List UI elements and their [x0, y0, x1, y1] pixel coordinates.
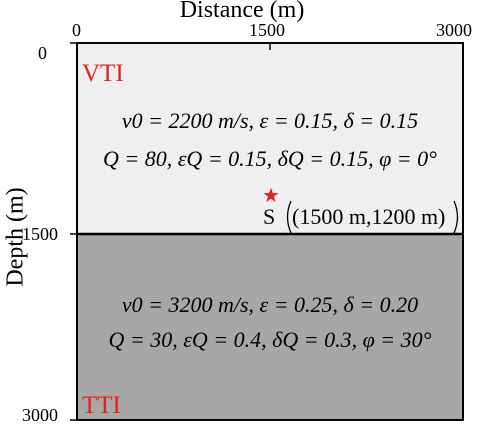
x-tick-label: 0 [72, 20, 81, 40]
y-tick-label: 3000 [22, 405, 58, 425]
vti-params-line2: Q = 80, εQ = 0.15, δQ = 0.15, φ = 0° [103, 146, 437, 171]
y-axis-label: Depth (m) [2, 187, 29, 287]
x-tick-label: 1500 [249, 20, 285, 40]
vti-label: VTI [82, 60, 124, 87]
source-label: S [263, 204, 276, 229]
source-coords: (1500 m,1200 m) [292, 204, 446, 229]
tti-layer [77, 234, 463, 420]
y-tick-label: 1500 [22, 224, 58, 244]
y-tick-label: 0 [38, 43, 47, 63]
vti-layer [77, 43, 463, 234]
vti-params-line1: v0 = 2200 m/s, ε = 0.15, δ = 0.15 [121, 108, 419, 133]
source-star-icon: ★ [262, 185, 280, 207]
tti-label: TTI [82, 392, 121, 419]
tti-params-line1: v0 = 3200 m/s, ε = 0.25, δ = 0.20 [121, 292, 419, 317]
x-axis-label: Distance (m) [179, 0, 305, 23]
x-tick-label: 3000 [436, 20, 472, 40]
source-paren-left [286, 200, 292, 234]
tti-params-line2: Q = 30, εQ = 0.4, δQ = 0.3, φ = 30° [108, 327, 432, 352]
source-paren-right [453, 200, 459, 234]
